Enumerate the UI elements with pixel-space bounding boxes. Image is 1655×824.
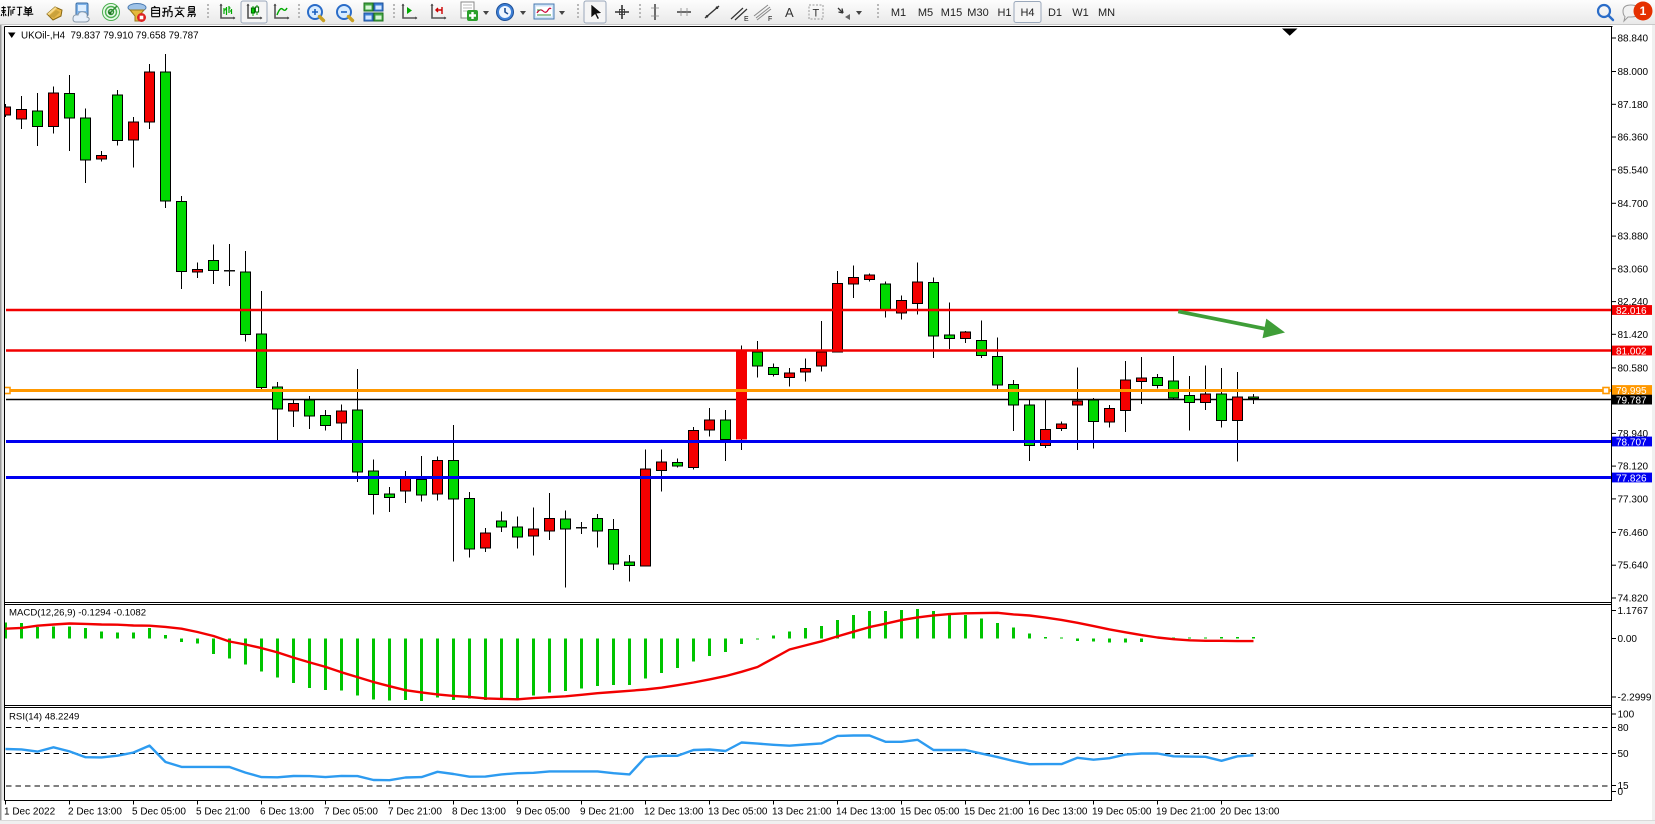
svg-text:D1: D1 xyxy=(1048,7,1062,19)
svg-text:1: 1 xyxy=(1640,4,1647,18)
svg-text:19 Dec 05:00: 19 Dec 05:00 xyxy=(1092,807,1152,818)
svg-text:7 Dec 05:00: 7 Dec 05:00 xyxy=(324,807,378,818)
svg-text:14 Dec 13:00: 14 Dec 13:00 xyxy=(836,807,896,818)
svg-text:T: T xyxy=(813,8,820,20)
svg-text:77.826: 77.826 xyxy=(1616,473,1647,484)
svg-text:78.707: 78.707 xyxy=(1616,437,1647,448)
svg-text:MACD(12,26,9) -0.1294 -0.1082: MACD(12,26,9) -0.1294 -0.1082 xyxy=(9,608,146,619)
svg-text:16 Dec 13:00: 16 Dec 13:00 xyxy=(1028,807,1088,818)
svg-text:9 Dec 05:00: 9 Dec 05:00 xyxy=(516,807,570,818)
svg-text:0: 0 xyxy=(1618,787,1624,798)
svg-text:78.120: 78.120 xyxy=(1618,462,1649,473)
svg-text:86.360: 86.360 xyxy=(1618,133,1649,144)
svg-text:81.002: 81.002 xyxy=(1616,346,1647,357)
svg-text:88.840: 88.840 xyxy=(1618,34,1649,45)
svg-text:-2.2999: -2.2999 xyxy=(1618,693,1652,704)
svg-text:74.820: 74.820 xyxy=(1618,594,1649,605)
svg-text:20 Dec 13:00: 20 Dec 13:00 xyxy=(1220,807,1280,818)
svg-text:9 Dec 21:00: 9 Dec 21:00 xyxy=(580,807,634,818)
svg-text:M30: M30 xyxy=(967,7,988,19)
svg-text:2 Dec 13:00: 2 Dec 13:00 xyxy=(68,807,122,818)
svg-text:79.787: 79.787 xyxy=(1616,395,1647,406)
svg-text:79.995: 79.995 xyxy=(1616,386,1647,397)
svg-text:7 Dec 21:00: 7 Dec 21:00 xyxy=(388,807,442,818)
svg-text:0.00: 0.00 xyxy=(1618,634,1638,645)
svg-text:82.016: 82.016 xyxy=(1616,306,1647,317)
svg-text:W1: W1 xyxy=(1072,7,1089,19)
svg-text:15: 15 xyxy=(1618,781,1630,792)
svg-text:15 Dec 05:00: 15 Dec 05:00 xyxy=(900,807,960,818)
svg-text:15 Dec 21:00: 15 Dec 21:00 xyxy=(964,807,1024,818)
svg-text:1.1767: 1.1767 xyxy=(1618,606,1649,617)
svg-text:F: F xyxy=(768,16,772,23)
svg-text:84.700: 84.700 xyxy=(1618,199,1649,210)
svg-text:UKOil-,H4 79.837 79.910 79.65: UKOil-,H4 79.837 79.910 79.658 79.787 xyxy=(21,31,199,42)
svg-text:88.000: 88.000 xyxy=(1618,67,1649,78)
svg-text:87.180: 87.180 xyxy=(1618,100,1649,111)
svg-text:75.640: 75.640 xyxy=(1618,561,1649,572)
svg-text:13 Dec 21:00: 13 Dec 21:00 xyxy=(772,807,832,818)
svg-text:5 Dec 05:00: 5 Dec 05:00 xyxy=(132,807,186,818)
svg-text:83.060: 83.060 xyxy=(1618,264,1649,275)
svg-text:E: E xyxy=(744,16,749,23)
svg-text:12 Dec 13:00: 12 Dec 13:00 xyxy=(644,807,704,818)
svg-text:50: 50 xyxy=(1618,749,1630,760)
svg-text:M1: M1 xyxy=(891,7,906,19)
svg-text:H1: H1 xyxy=(997,7,1011,19)
svg-text:82.240: 82.240 xyxy=(1618,297,1649,308)
svg-text:H4: H4 xyxy=(1020,7,1034,19)
svg-text:76.460: 76.460 xyxy=(1618,528,1649,539)
svg-text:81.420: 81.420 xyxy=(1618,330,1649,341)
svg-text:M15: M15 xyxy=(941,7,962,19)
svg-text:RSI(14) 48.2249: RSI(14) 48.2249 xyxy=(9,712,79,723)
svg-text:80: 80 xyxy=(1618,723,1630,734)
svg-text:8 Dec 13:00: 8 Dec 13:00 xyxy=(452,807,506,818)
svg-text:MN: MN xyxy=(1098,7,1115,19)
svg-text:13 Dec 05:00: 13 Dec 05:00 xyxy=(708,807,768,818)
svg-text:78.940: 78.940 xyxy=(1618,429,1649,440)
svg-text:M5: M5 xyxy=(918,7,933,19)
svg-text:77.300: 77.300 xyxy=(1618,494,1649,505)
svg-text:6 Dec 13:00: 6 Dec 13:00 xyxy=(260,807,314,818)
svg-text:80.580: 80.580 xyxy=(1618,363,1649,374)
svg-text:85.540: 85.540 xyxy=(1618,165,1649,176)
svg-text:83.880: 83.880 xyxy=(1618,232,1649,243)
svg-text:A: A xyxy=(785,5,794,20)
svg-text:100: 100 xyxy=(1618,710,1635,721)
svg-text:5 Dec 21:00: 5 Dec 21:00 xyxy=(196,807,250,818)
svg-text:19 Dec 21:00: 19 Dec 21:00 xyxy=(1156,807,1216,818)
svg-text:1 Dec 2022: 1 Dec 2022 xyxy=(4,807,56,818)
